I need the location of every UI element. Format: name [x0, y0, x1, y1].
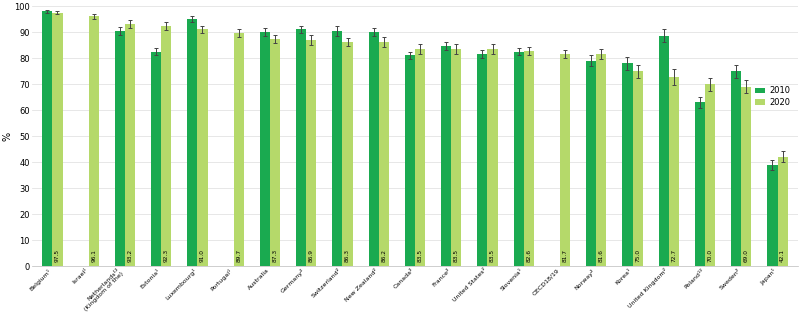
Bar [260, 32, 270, 266]
Bar [378, 42, 389, 266]
Bar [560, 54, 570, 266]
Bar [669, 77, 679, 266]
Bar [633, 71, 642, 266]
Text: 97.5: 97.5 [55, 249, 60, 262]
Text: 82.6: 82.6 [526, 249, 531, 262]
Bar [767, 165, 778, 266]
Text: 86.3: 86.3 [345, 249, 350, 262]
Bar [622, 63, 633, 266]
Bar [342, 42, 353, 266]
Bar [487, 49, 498, 266]
Bar [731, 71, 742, 266]
Text: 69.0: 69.0 [744, 249, 749, 262]
Bar [234, 33, 244, 266]
Bar [332, 31, 342, 266]
Bar [742, 87, 751, 266]
Bar [778, 157, 788, 266]
Bar [478, 54, 487, 266]
Text: 81.6: 81.6 [599, 249, 604, 262]
Bar [658, 36, 669, 266]
Bar [114, 31, 125, 266]
Bar [198, 29, 207, 266]
Y-axis label: %: % [2, 132, 13, 141]
Bar [695, 102, 705, 266]
Bar [42, 11, 52, 266]
Bar [415, 49, 425, 266]
Bar [125, 24, 135, 266]
Text: 83.5: 83.5 [490, 249, 495, 262]
Bar [451, 49, 462, 266]
Text: 83.5: 83.5 [418, 249, 422, 262]
Bar [586, 61, 596, 266]
Bar [596, 54, 606, 266]
Text: 89.7: 89.7 [236, 249, 242, 262]
Text: 87.3: 87.3 [273, 249, 278, 262]
Text: 93.2: 93.2 [127, 249, 133, 262]
Bar [514, 52, 524, 266]
Text: 83.5: 83.5 [454, 249, 458, 262]
Bar [161, 26, 171, 266]
Bar [270, 39, 280, 266]
Bar [306, 40, 316, 266]
Bar [151, 52, 161, 266]
Text: 92.3: 92.3 [164, 249, 169, 262]
Text: 91.0: 91.0 [200, 249, 205, 262]
Text: 75.0: 75.0 [635, 249, 640, 262]
Text: 42.1: 42.1 [780, 249, 785, 262]
Bar [524, 51, 534, 266]
Bar [705, 84, 715, 266]
Bar [369, 32, 378, 266]
Bar [296, 29, 306, 266]
Bar [405, 55, 415, 266]
Text: 72.7: 72.7 [671, 249, 676, 262]
Text: 86.9: 86.9 [309, 249, 314, 262]
Text: 81.7: 81.7 [562, 249, 567, 262]
Bar [441, 46, 451, 266]
Bar [187, 19, 198, 266]
Bar [89, 16, 98, 266]
Bar [52, 13, 62, 266]
Legend: 2010, 2020: 2010, 2020 [751, 83, 794, 110]
Text: 70.0: 70.0 [708, 249, 713, 262]
Text: 96.1: 96.1 [91, 249, 96, 262]
Text: 86.2: 86.2 [382, 249, 386, 262]
